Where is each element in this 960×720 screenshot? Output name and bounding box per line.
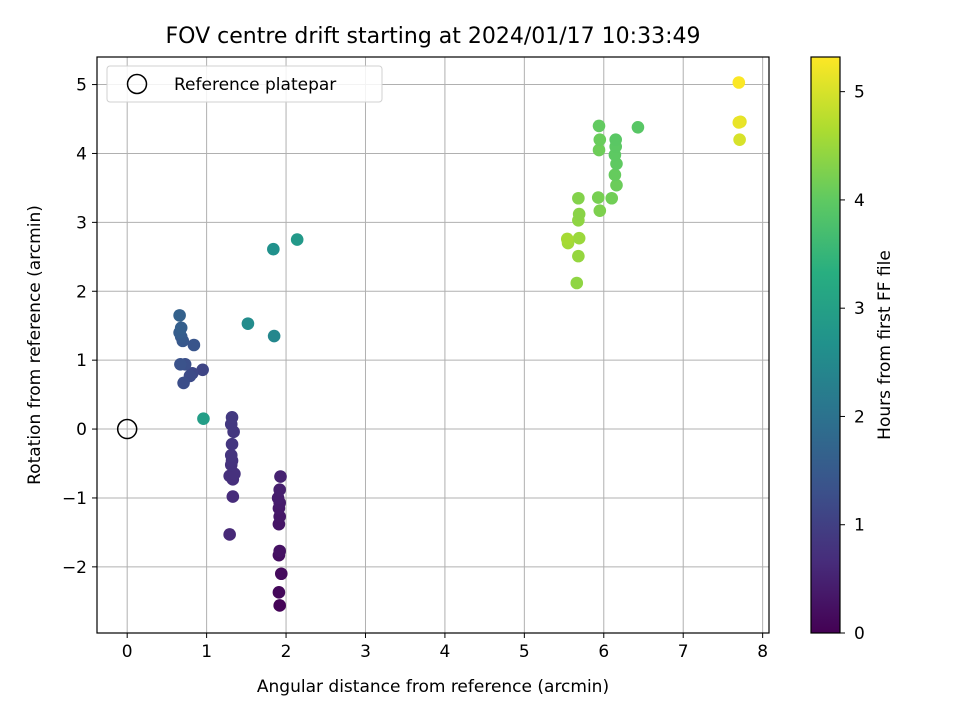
axis-ticks: 0 1 2 3 4 5 6 7 8 −2 −1 0 1 2 3 4 5 <box>62 76 768 662</box>
data-point <box>273 544 286 558</box>
y-tick-label: 4 <box>76 144 87 164</box>
colorbar: 0 1 2 3 4 5 Hours from first FF file <box>810 56 895 644</box>
data-point <box>223 528 236 541</box>
data-point <box>572 191 585 205</box>
colorbar-tick-label: 1 <box>854 516 865 536</box>
legend-label: Reference platepar <box>174 75 336 95</box>
y-tick-label: 5 <box>76 76 87 96</box>
x-axis-label: Angular distance from reference (arcmin) <box>257 677 609 697</box>
data-point <box>572 207 586 221</box>
x-tick-label: 3 <box>360 642 371 662</box>
data-point <box>226 490 240 503</box>
data-point <box>572 249 585 263</box>
data-point <box>560 232 574 246</box>
data-point <box>173 309 186 322</box>
x-tick-label: 2 <box>281 642 292 662</box>
x-tick-label: 0 <box>122 642 133 662</box>
data-point <box>732 116 746 129</box>
data-point <box>610 178 623 192</box>
data-point <box>631 120 645 134</box>
colorbar-gradient <box>810 56 841 634</box>
colorbar-ticks: 0 1 2 3 4 5 <box>840 83 865 644</box>
data-point <box>608 168 622 182</box>
y-axis-label: Rotation from reference (arcmin) <box>25 205 45 485</box>
data-point <box>572 231 586 245</box>
x-tick-label: 4 <box>440 642 451 662</box>
grid <box>97 57 769 633</box>
data-point <box>592 119 606 133</box>
data-point <box>225 411 239 424</box>
colorbar-label: Hours from first FF file <box>875 250 895 440</box>
x-tick-label: 1 <box>201 642 212 662</box>
chart-title: FOV centre drift starting at 2024/01/17 … <box>166 24 701 49</box>
reference-layer <box>116 418 138 440</box>
data-point <box>224 448 238 462</box>
plot-frame <box>96 56 770 634</box>
legend-box <box>106 65 383 103</box>
colorbar-tick-label: 0 <box>854 624 865 644</box>
data-point <box>274 470 287 483</box>
data-point <box>273 483 286 496</box>
data-point <box>605 191 619 205</box>
y-tick-label: −2 <box>62 558 87 578</box>
colorbar-tick-label: 4 <box>854 191 865 211</box>
y-tick-label: 0 <box>76 420 87 440</box>
data-points <box>173 76 747 612</box>
data-point <box>225 437 239 451</box>
data-point <box>593 133 607 146</box>
data-point <box>592 143 606 157</box>
legend: Reference platepar <box>106 65 383 103</box>
data-point <box>272 586 286 599</box>
data-point <box>570 276 584 290</box>
data-point <box>733 133 746 146</box>
colorbar-tick-label: 2 <box>854 407 865 427</box>
x-tick-label: 5 <box>519 642 530 662</box>
data-point <box>273 599 286 612</box>
x-tick-label: 7 <box>678 642 689 662</box>
data-point <box>187 338 201 352</box>
data-point <box>290 233 304 246</box>
y-tick-label: 3 <box>76 213 87 233</box>
data-point <box>267 329 281 343</box>
data-point <box>197 412 210 426</box>
data-point <box>609 133 622 146</box>
x-tick-label: 8 <box>757 642 768 662</box>
data-point <box>593 204 607 217</box>
y-tick-label: 1 <box>76 351 87 371</box>
colorbar-tick-label: 3 <box>854 299 865 319</box>
colorbar-tick-label: 5 <box>854 83 865 103</box>
data-point <box>174 357 187 371</box>
data-point <box>241 317 255 330</box>
x-tick-label: 6 <box>598 642 609 662</box>
data-point <box>267 242 280 256</box>
data-point <box>177 376 190 390</box>
legend-marker <box>126 73 148 95</box>
data-point <box>174 321 188 335</box>
data-point <box>274 567 288 581</box>
y-tick-label: −1 <box>62 489 87 509</box>
data-point <box>732 76 746 89</box>
y-tick-label: 2 <box>76 282 87 302</box>
data-point <box>591 191 605 204</box>
reference-point-marker <box>116 418 138 440</box>
data-point <box>196 363 209 377</box>
